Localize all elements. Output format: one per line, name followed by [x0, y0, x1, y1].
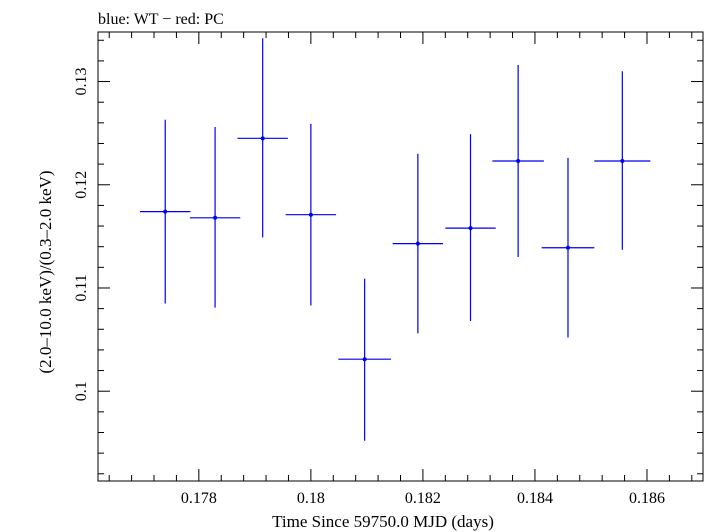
data-point	[516, 159, 521, 164]
x-tick-label: 0.182	[405, 490, 441, 507]
x-axis-label: Time Since 59750.0 MJD (days)	[272, 512, 494, 531]
y-axis-label: (2.0–10.0 keV)/(0.3–2.0 keV)	[36, 170, 55, 373]
data-point	[163, 209, 168, 214]
data-point	[565, 245, 570, 250]
x-tick-label: 0.18	[297, 490, 325, 507]
data-point	[260, 136, 265, 141]
series-layer	[140, 38, 651, 441]
y-tick-label: 0.1	[73, 381, 90, 401]
y-tick-label: 0.13	[73, 68, 90, 96]
plot-frame	[97, 31, 704, 482]
x-tick-label: 0.178	[181, 490, 217, 507]
y-tick-label: 0.12	[73, 171, 90, 199]
x-tick-label: 0.184	[517, 490, 553, 507]
x-axis: 0.178 0.18 0.182 0.184 0.186	[108, 32, 693, 507]
y-axis: 0.1 0.11 0.12 0.13	[73, 39, 703, 475]
data-point	[468, 226, 473, 231]
data-point	[362, 357, 367, 362]
data-point	[620, 159, 625, 164]
data-point	[415, 241, 420, 246]
series-wt	[140, 38, 651, 441]
data-point	[213, 215, 218, 220]
y-tick-label: 0.11	[73, 274, 90, 301]
chart-title: blue: WT − red: PC	[98, 11, 224, 28]
x-tick-label: 0.186	[629, 490, 665, 507]
data-point	[308, 212, 313, 217]
